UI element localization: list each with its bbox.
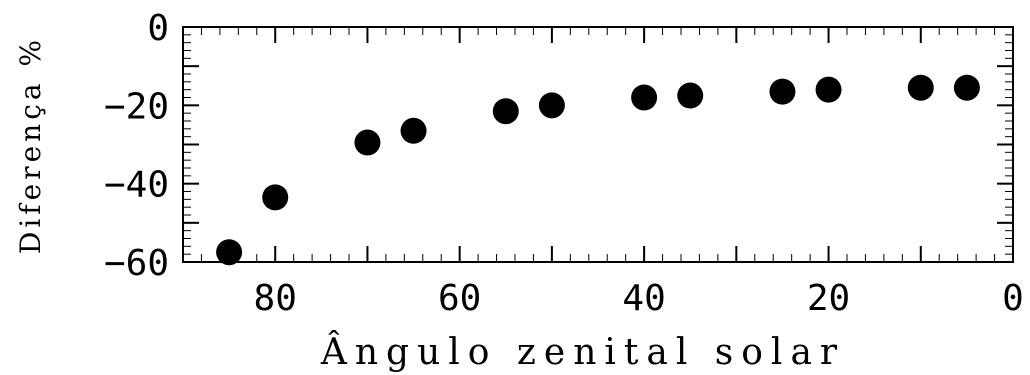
x-tick-label: 80 [254,278,297,319]
data-point [400,117,427,144]
data-point [677,82,704,109]
y-axis-label: Diferença % [14,36,47,254]
y-tick-labels: 0 −20 −40 −60 [104,8,169,284]
plot-frame [182,26,1014,263]
data-point [907,74,934,101]
data-point [815,76,842,103]
y-tick-label: −40 [104,165,169,206]
data-point [953,74,980,101]
major-ticks [182,26,1014,263]
y-tick-label: −60 [104,243,169,284]
data-point [492,98,519,125]
data-point [631,84,658,111]
y-tick-label: −20 [104,86,169,127]
data-points [216,74,980,266]
x-tick-label: 40 [622,278,665,319]
data-point [262,184,289,211]
x-axis-label: Ângulo zenital solar [320,331,845,373]
x-tick-labels: 80 60 40 20 0 [254,278,1024,319]
x-tick-label: 20 [807,278,850,319]
x-tick-label: 0 [1002,278,1024,319]
data-point [216,239,243,266]
data-point [538,92,565,119]
data-point [769,78,796,105]
minor-ticks [183,27,1013,262]
x-tick-label: 60 [438,278,481,319]
y-tick-label: 0 [147,8,169,49]
data-point [354,129,381,156]
